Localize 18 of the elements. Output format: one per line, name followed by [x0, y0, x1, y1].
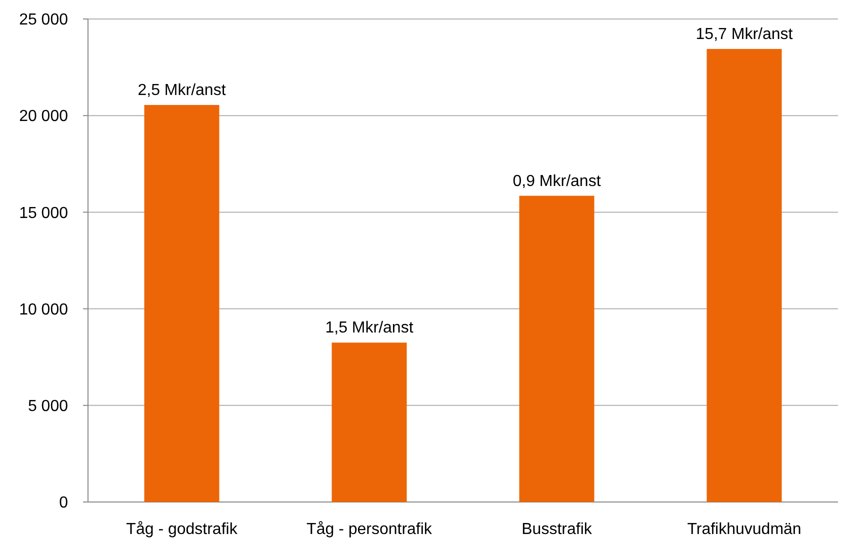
y-tick-label: 0 — [59, 494, 68, 512]
bar — [144, 104, 220, 502]
bar — [519, 196, 594, 502]
annotation: 15,7 Mkr/anst — [696, 26, 794, 43]
y-tick-label: 10 000 — [19, 301, 68, 318]
x-tick-label: Tåg - godstrafik — [126, 521, 238, 538]
x-tick-label: Trafikhuvudmän — [687, 521, 802, 538]
y-tick-label: 20 000 — [19, 108, 68, 126]
annotation: 2,5 Mkr/anst — [138, 82, 226, 99]
x-tick-label: Tåg - persontrafik — [306, 521, 433, 538]
y-tick-label: 15 000 — [19, 204, 68, 222]
annotation: 1,5 Mkr/anst — [325, 320, 414, 337]
annotation: 0,9 Mkr/anst — [512, 172, 602, 190]
bar — [332, 342, 407, 502]
x-tick-label: Busstrafik — [522, 521, 593, 538]
y-tick-label: 5 000 — [28, 398, 68, 415]
y-tick-label: 25 000 — [19, 12, 68, 29]
bar — [706, 48, 782, 502]
